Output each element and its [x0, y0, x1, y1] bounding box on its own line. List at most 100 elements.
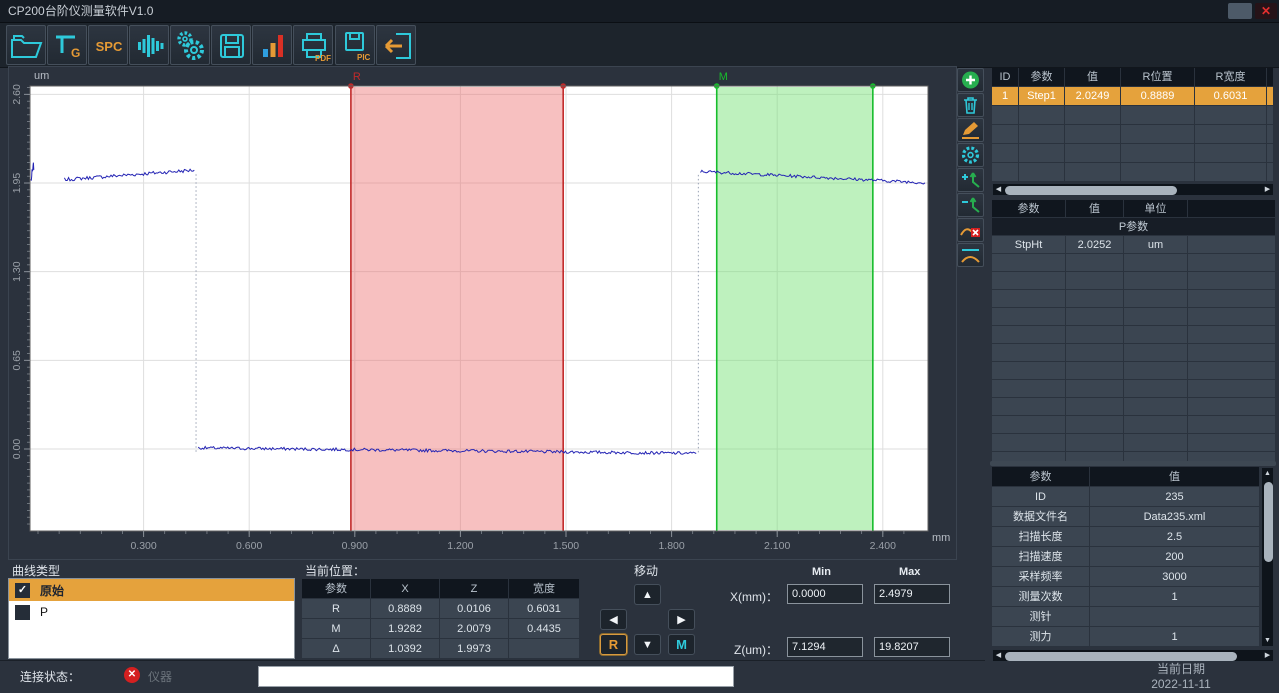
select-m-cursor-button[interactable]: M — [668, 634, 695, 655]
probe-gauge-button[interactable]: G — [47, 25, 87, 65]
save-button[interactable] — [211, 25, 251, 65]
cell — [1267, 68, 1274, 87]
scroll-thumb[interactable] — [1005, 186, 1177, 195]
cursor-settings-button[interactable] — [957, 143, 984, 167]
empty-row[interactable] — [992, 380, 1276, 398]
remove-curve-button[interactable] — [957, 218, 984, 242]
empty-row[interactable] — [992, 398, 1276, 416]
profile-curve — [30, 162, 35, 181]
close-button[interactable]: ✕ — [1255, 3, 1277, 19]
cell — [1019, 125, 1065, 144]
empty-row[interactable] — [992, 434, 1276, 452]
save-picture-button[interactable]: PIC — [335, 25, 375, 65]
move-up-button[interactable]: ▲ — [634, 584, 661, 605]
delete-button[interactable] — [957, 93, 984, 117]
info-hscrollbar[interactable]: ◀ ▶ — [992, 649, 1274, 662]
empty-row[interactable] — [992, 254, 1276, 272]
add-button[interactable] — [957, 68, 984, 92]
move-left-button[interactable]: ◀ — [600, 609, 627, 630]
empty-row[interactable] — [992, 452, 1276, 461]
scroll-left-icon[interactable]: ◀ — [995, 186, 1002, 193]
empty-row[interactable] — [992, 344, 1276, 362]
spc-button[interactable]: SPC — [88, 25, 128, 65]
info-vscrollbar[interactable]: ▲ ▼ — [1261, 467, 1274, 647]
scroll-thumb[interactable] — [1005, 652, 1237, 661]
right-arrow-icon: ▶ — [677, 614, 686, 626]
table-row[interactable]: Δ 1.0392 1.9973 — [302, 639, 580, 659]
edit-button[interactable] — [957, 118, 984, 142]
plot-area[interactable] — [30, 86, 928, 531]
cell: R — [302, 599, 371, 619]
settings-button[interactable] — [170, 25, 210, 65]
statistics-button[interactable] — [252, 25, 292, 65]
table-row[interactable]: 测针 — [992, 607, 1260, 627]
table-row[interactable]: 扫描速度 200 — [992, 547, 1260, 567]
waveform-button[interactable] — [129, 25, 169, 65]
cell — [1188, 290, 1276, 308]
cell: R位置 — [1121, 68, 1195, 87]
z-max-input[interactable] — [874, 637, 950, 657]
minimize-button[interactable] — [1228, 3, 1252, 19]
table-row[interactable]: 测力 1 — [992, 627, 1260, 647]
scroll-left-icon[interactable]: ◀ — [995, 652, 1002, 659]
open-file-button[interactable] — [6, 25, 46, 65]
remove-marker-button[interactable] — [957, 193, 984, 217]
empty-row[interactable] — [992, 106, 1274, 125]
table-row[interactable]: StpHt 2.0252 um — [992, 236, 1276, 254]
current-date-label: 当前日期 — [1156, 662, 1205, 676]
checkbox-checked-icon[interactable]: ✓ — [15, 582, 30, 598]
table-row[interactable]: R 0.8889 0.0106 0.6031 — [302, 599, 580, 619]
level-curve-button[interactable] — [957, 243, 984, 267]
table-row[interactable]: 1 Step1 2.0249 0.8889 0.6031 — [992, 87, 1274, 106]
z-min-input[interactable] — [787, 637, 863, 657]
cell: 200 — [1090, 547, 1260, 567]
region-M[interactable] — [716, 87, 873, 530]
cell — [1195, 144, 1267, 163]
cell — [1066, 290, 1124, 308]
empty-row[interactable] — [992, 416, 1276, 434]
empty-row[interactable] — [992, 290, 1276, 308]
x-min-input[interactable] — [787, 584, 863, 604]
empty-row[interactable] — [992, 362, 1276, 380]
curve-type-item[interactable]: P — [9, 601, 294, 623]
status-message-input[interactable] — [258, 666, 734, 687]
empty-row[interactable] — [992, 326, 1276, 344]
table-row[interactable]: M 1.9282 2.0079 0.4435 — [302, 619, 580, 639]
cell: M — [302, 619, 371, 639]
pencil-icon — [962, 122, 979, 139]
print-pdf-button[interactable]: PDF — [293, 25, 333, 65]
curve-type-item[interactable]: ✓ 原始 — [9, 579, 294, 601]
results-hscrollbar[interactable]: ◀ ▶ — [992, 183, 1274, 196]
cell — [1188, 272, 1276, 290]
scroll-thumb[interactable] — [1264, 482, 1273, 562]
table-row[interactable]: ID 235 — [992, 487, 1260, 507]
move-down-button[interactable]: ▼ — [634, 634, 661, 655]
table-row[interactable]: 测量次数 1 — [992, 587, 1260, 607]
panel-splitter[interactable] — [990, 461, 1276, 466]
table-row[interactable]: 数据文件名 Data235.xml — [992, 507, 1260, 527]
checkbox-unchecked-icon[interactable] — [15, 604, 30, 620]
table-row[interactable]: 采样频率 3000 — [992, 567, 1260, 587]
empty-row[interactable] — [992, 144, 1274, 163]
region-R[interactable] — [350, 87, 564, 530]
empty-row[interactable] — [992, 308, 1276, 326]
empty-row[interactable] — [992, 272, 1276, 290]
add-marker-button[interactable] — [957, 168, 984, 192]
empty-row[interactable] — [992, 163, 1274, 182]
table-row[interactable]: 扫描长度 2.5 — [992, 527, 1260, 547]
select-r-cursor-button[interactable]: R — [600, 634, 627, 655]
x-max-input[interactable] — [874, 584, 950, 604]
move-right-button[interactable]: ▶ — [668, 609, 695, 630]
cell: 参数 — [302, 579, 371, 599]
scroll-right-icon[interactable]: ▶ — [1264, 652, 1271, 659]
empty-row[interactable] — [992, 125, 1274, 144]
bar-chart-icon — [263, 35, 283, 57]
cell: StpHt — [992, 236, 1066, 254]
exit-button[interactable] — [376, 25, 416, 65]
cell — [1066, 380, 1124, 398]
scroll-up-icon[interactable]: ▲ — [1264, 470, 1271, 477]
scroll-down-icon[interactable]: ▼ — [1264, 637, 1271, 644]
cell: 2.5 — [1090, 527, 1260, 547]
scroll-right-icon[interactable]: ▶ — [1264, 186, 1271, 193]
profile-chart[interactable]: R M 0.300 0.600 0.900 1.200 1.500 1.800 2.100 2.4… — [9, 67, 956, 559]
